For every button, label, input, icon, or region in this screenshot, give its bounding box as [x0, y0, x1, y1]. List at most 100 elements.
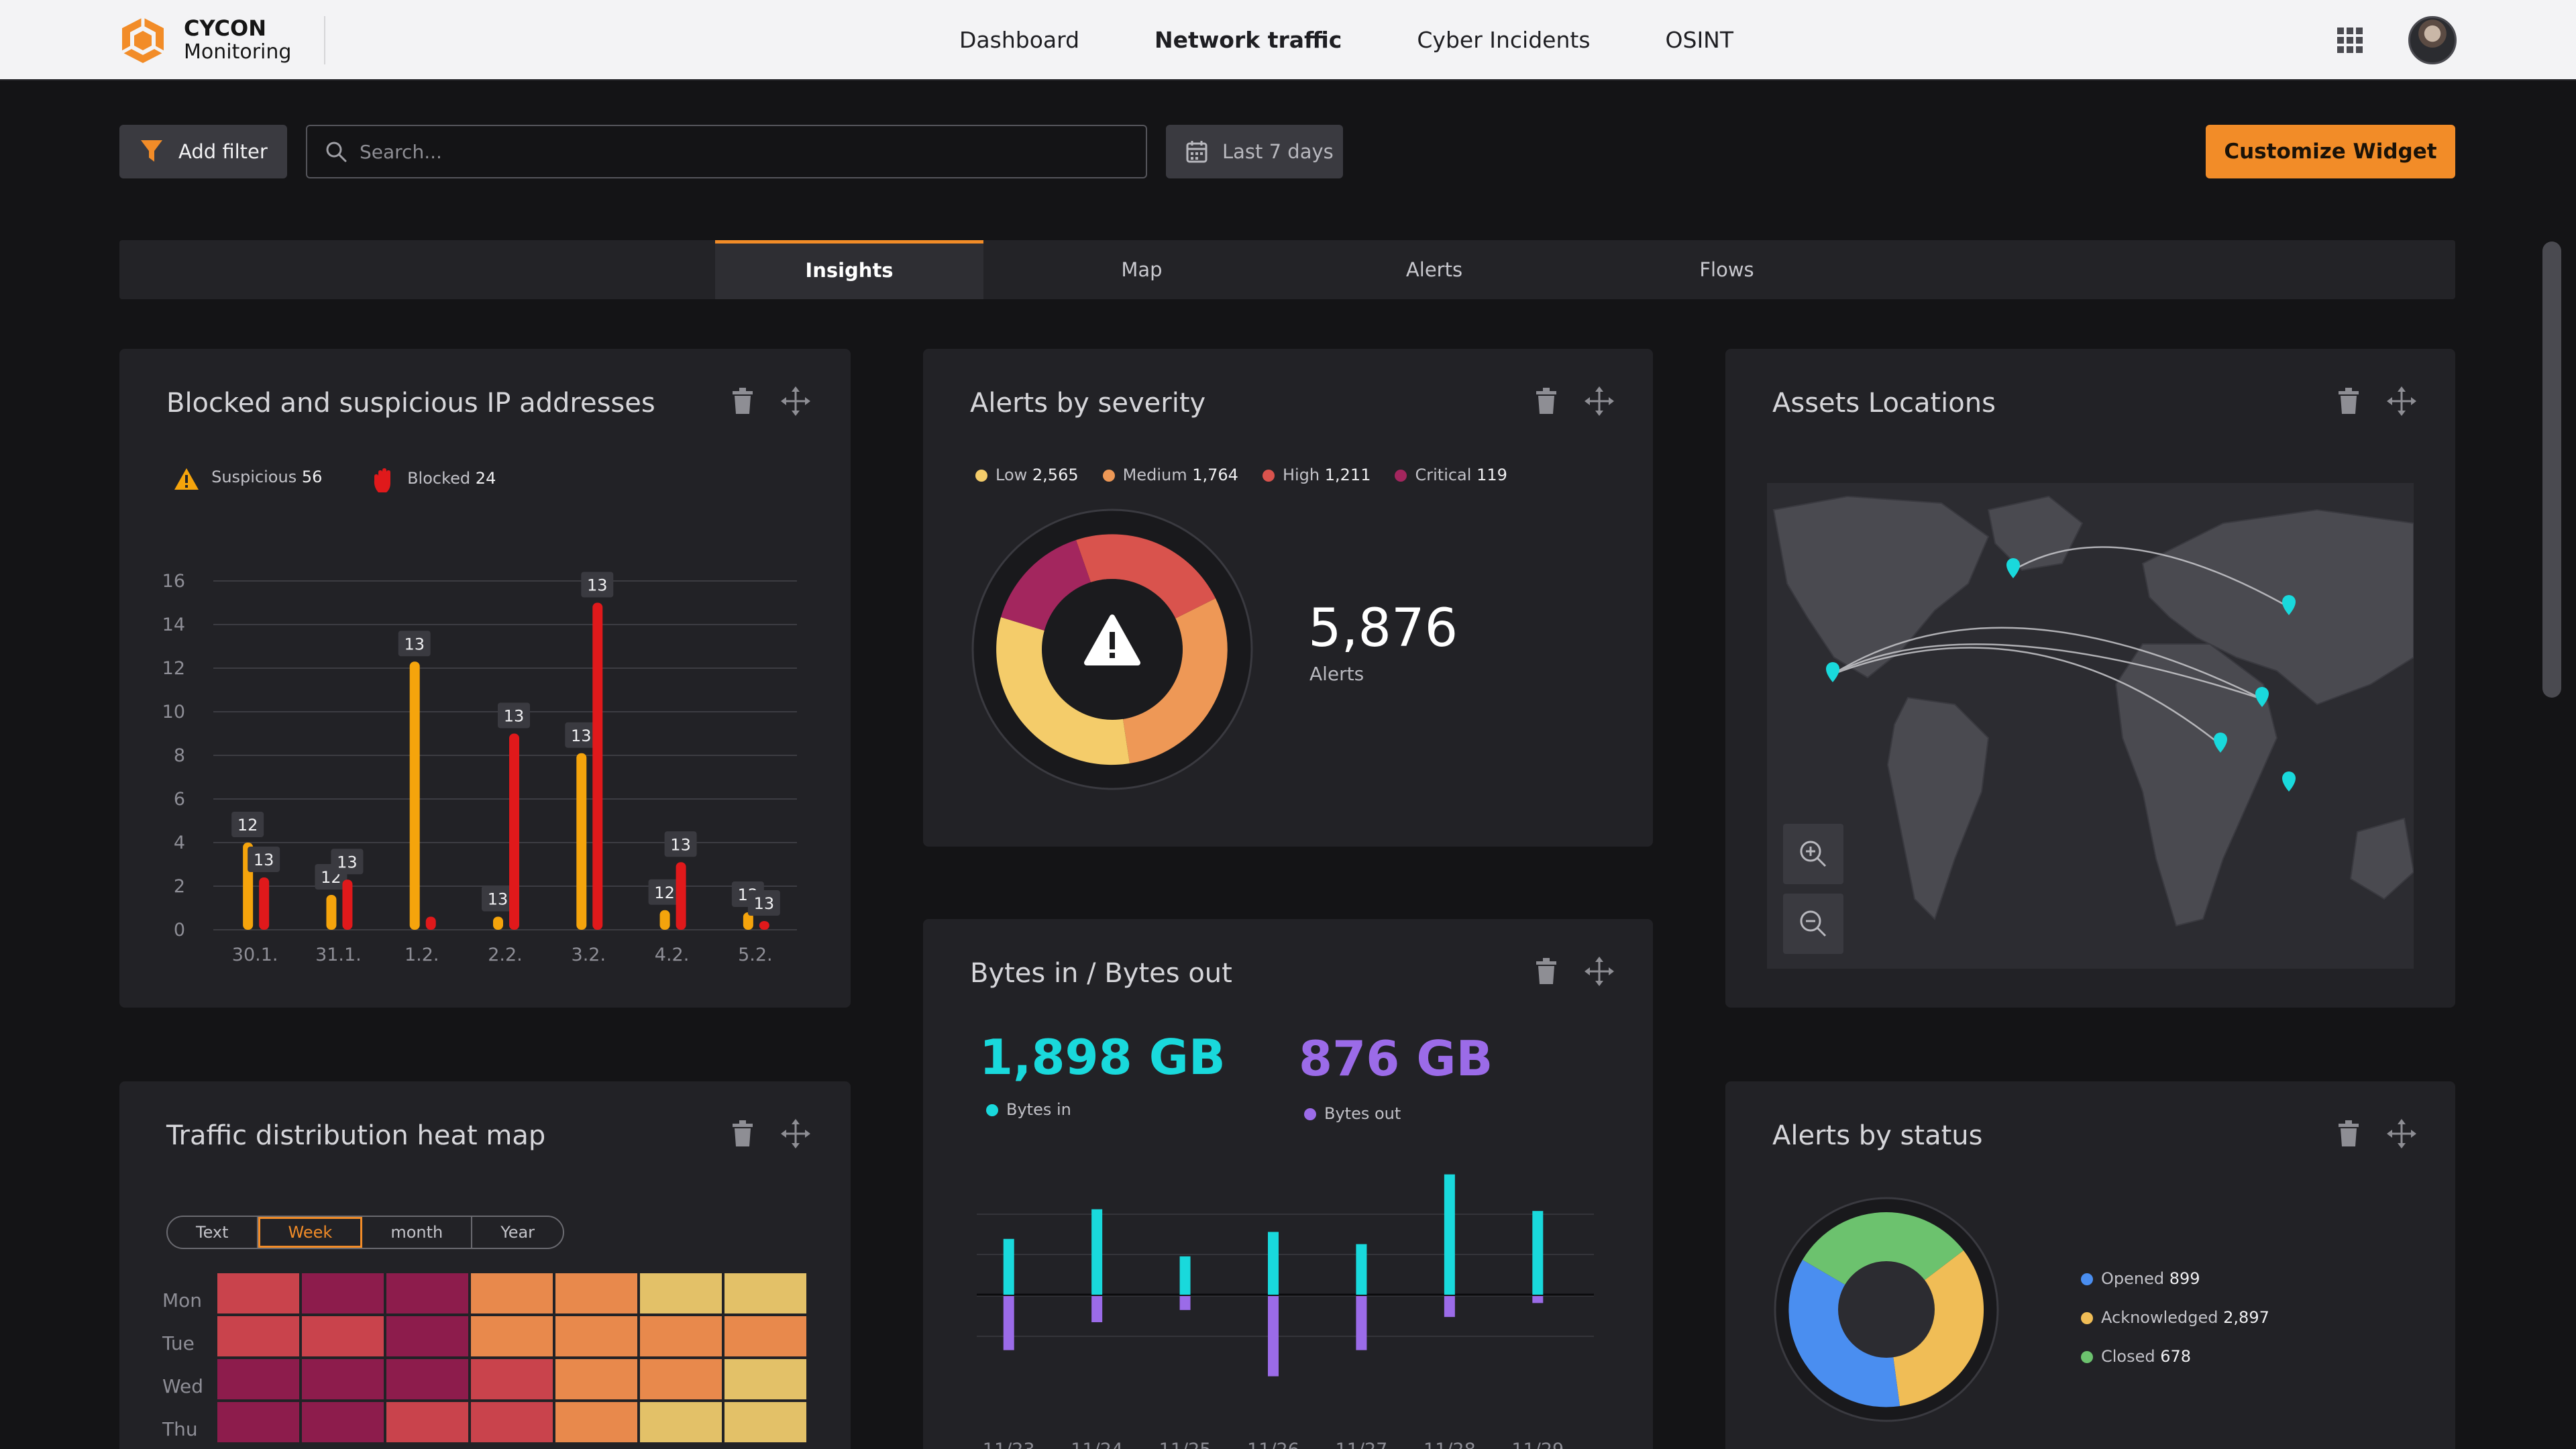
main-nav: Dashboard Network traffic Cyber Incident… — [959, 25, 1809, 55]
data-label: 13 — [587, 576, 608, 595]
data-label: 13 — [754, 894, 775, 913]
move-icon[interactable] — [1585, 957, 1614, 986]
legend-medium: Medium 1,764 — [1102, 466, 1238, 484]
bar-bytes-in — [1444, 1174, 1455, 1295]
x-tick-label: 31.1. — [315, 945, 362, 965]
severity-total: 5,876 — [1308, 598, 1458, 659]
legend-closed: Closed 678 — [2081, 1347, 2269, 1366]
status-donut-chart — [1774, 1197, 1999, 1422]
brand-name: CYCON — [184, 15, 266, 41]
heatmap-cell — [555, 1316, 637, 1356]
heatmap-cell — [640, 1359, 722, 1399]
data-label: 12 — [654, 883, 675, 902]
add-filter-button[interactable]: Add filter — [119, 125, 287, 178]
map-pin-marker[interactable] — [2255, 687, 2269, 707]
bar-suspicious — [576, 753, 587, 930]
segment-text[interactable]: Text — [168, 1217, 258, 1248]
bar-suspicious — [743, 912, 753, 930]
legend-high: High 1,211 — [1262, 466, 1371, 484]
page-scrollbar[interactable] — [2542, 241, 2561, 698]
map-pin-marker[interactable] — [2282, 771, 2296, 792]
trash-icon[interactable] — [2337, 1120, 2360, 1147]
move-icon[interactable] — [2387, 1119, 2416, 1148]
zoom-out-button[interactable] — [1783, 894, 1843, 954]
x-tick-label: 11/29 — [1511, 1440, 1564, 1449]
bytes-in-legend: Bytes in — [986, 1100, 1071, 1119]
data-label-bg — [664, 831, 697, 857]
customize-widget-button[interactable]: Customize Widget — [2206, 125, 2455, 178]
move-icon[interactable] — [2387, 386, 2416, 416]
heatmap-cell — [302, 1316, 384, 1356]
tab-insights[interactable]: Insights — [715, 240, 983, 299]
user-avatar[interactable] — [2408, 16, 2457, 64]
nav-item-cyber-incidents[interactable]: Cyber Incidents — [1417, 27, 1591, 53]
move-icon[interactable] — [1585, 386, 1614, 416]
bytes-out-legend: Bytes out — [1304, 1104, 1401, 1123]
legend-blocked-label: Blocked — [407, 468, 471, 488]
trash-icon[interactable] — [2337, 388, 2360, 415]
nav-item-osint[interactable]: OSINT — [1665, 27, 1734, 53]
y-tick-label: 4 — [174, 833, 185, 853]
data-label: 12 — [237, 816, 258, 835]
legend-blocked: Blocked 24 — [372, 467, 496, 494]
bar-blocked — [592, 602, 603, 930]
data-label-bg — [398, 631, 431, 657]
map-pin-marker[interactable] — [2282, 595, 2296, 615]
segment-month[interactable]: month — [362, 1217, 473, 1248]
segment-week[interactable]: Week — [258, 1217, 363, 1248]
bar-blocked — [759, 921, 769, 930]
x-tick-label: 2.2. — [488, 945, 523, 965]
date-range-button[interactable]: Last 7 days — [1166, 125, 1343, 178]
legend-critical: Critical 119 — [1395, 466, 1507, 484]
world-map[interactable] — [1767, 483, 2414, 969]
bar-blocked — [509, 733, 519, 930]
legend-opened: Opened 899 — [2081, 1269, 2269, 1288]
bar-bytes-out — [1268, 1296, 1279, 1377]
y-tick-label: 10 — [162, 702, 185, 722]
x-tick-label: 30.1. — [232, 945, 278, 965]
bar-bytes-out — [1091, 1296, 1103, 1322]
data-label-bg — [581, 572, 614, 598]
apps-grid-icon[interactable] — [2337, 27, 2363, 54]
data-label-bg — [648, 879, 681, 905]
trash-icon[interactable] — [1535, 388, 1558, 415]
x-tick-label: 11/26 — [1247, 1440, 1299, 1449]
data-label-bg — [565, 722, 598, 748]
heatmap-row-label: Wed — [162, 1375, 204, 1397]
add-filter-label: Add filter — [178, 140, 268, 163]
zoom-in-button[interactable] — [1783, 824, 1843, 884]
heatmap-cell — [640, 1402, 722, 1442]
nav-item-dashboard[interactable]: Dashboard — [959, 27, 1080, 53]
blocked-ip-bar-chart: 0 2 4 6 8 10 12 14 16 12 13 30.1. 12 13 31.1. 13 1.2. 13 1… — [162, 571, 797, 965]
heatmap-cell — [640, 1273, 722, 1313]
tab-alerts[interactable]: Alerts — [1405, 258, 1463, 281]
heatmap-cell — [555, 1273, 637, 1313]
zoom-in-icon — [1800, 841, 1827, 867]
move-icon[interactable] — [781, 386, 810, 416]
bytes-in-out-widget: Bytes in / Bytes out 1,898 GB Bytes in 8… — [923, 919, 1653, 1449]
tab-map[interactable]: Map — [1121, 258, 1163, 281]
heatmap-cell — [640, 1316, 722, 1356]
data-label-bg — [498, 702, 530, 729]
blocked-ip-widget: Blocked and suspicious IP addresses Susp… — [119, 349, 851, 1008]
status-slice-acknowledged — [1893, 1250, 1984, 1406]
search-input[interactable] — [360, 140, 1097, 163]
x-tick-label: 11/28 — [1424, 1440, 1476, 1449]
widget-title: Alerts by severity — [970, 388, 1206, 419]
brand[interactable]: CYCON Monitoring — [184, 16, 291, 64]
x-tick-label: 3.2. — [572, 945, 606, 965]
cycon-logo-icon[interactable] — [118, 15, 168, 66]
trash-icon[interactable] — [1535, 958, 1558, 985]
heatmap-cell — [302, 1402, 384, 1442]
heatmap-cell — [471, 1316, 553, 1356]
map-pin-marker[interactable] — [1826, 662, 1839, 682]
map-pin-marker[interactable] — [2006, 558, 2020, 578]
tab-flows[interactable]: Flows — [1699, 258, 1754, 281]
nav-item-network-traffic[interactable]: Network traffic — [1155, 27, 1342, 53]
trash-icon[interactable] — [731, 1120, 754, 1147]
bar-bytes-in — [1091, 1209, 1103, 1295]
map-pin-marker[interactable] — [2214, 733, 2227, 753]
trash-icon[interactable] — [731, 388, 754, 415]
move-icon[interactable] — [781, 1119, 810, 1148]
segment-year[interactable]: Year — [500, 1223, 535, 1242]
